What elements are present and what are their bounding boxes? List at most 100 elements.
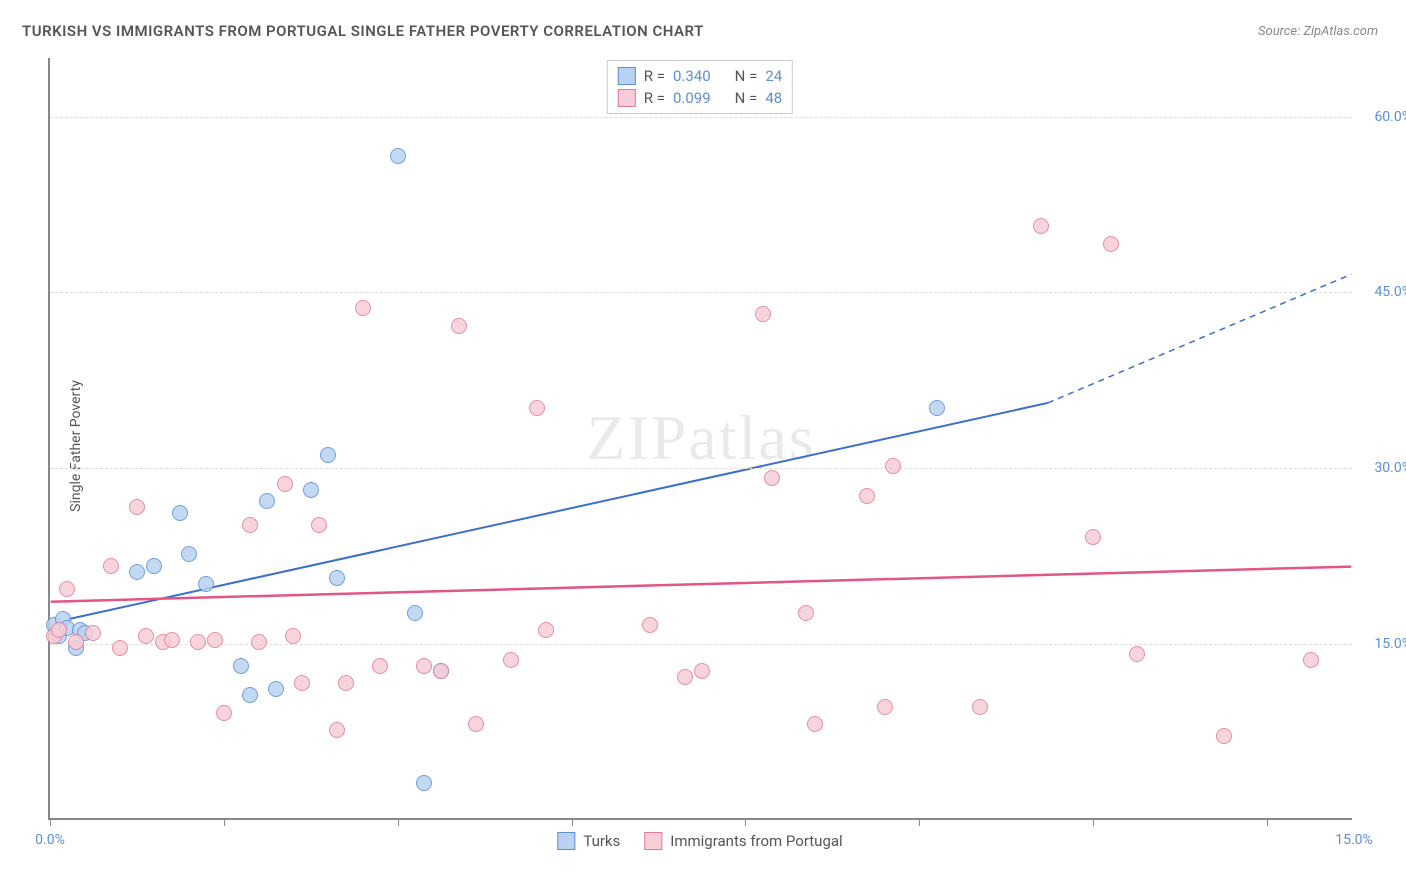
- scatter-point: [268, 681, 284, 697]
- scatter-point: [1216, 728, 1232, 744]
- source-attribution: Source: ZipAtlas.com: [1258, 24, 1378, 39]
- scatter-point: [694, 663, 710, 679]
- scatter-point: [251, 634, 267, 650]
- r-label: R =: [644, 89, 665, 107]
- scatter-point: [355, 300, 371, 316]
- legend-stats-row: R = 0.099 N = 48: [618, 87, 782, 109]
- scatter-point: [59, 581, 75, 597]
- x-tick: [1093, 818, 1094, 826]
- scatter-point: [303, 482, 319, 498]
- x-tick: [1267, 818, 1268, 826]
- scatter-point: [468, 716, 484, 732]
- scatter-point: [451, 318, 467, 334]
- scatter-point: [642, 617, 658, 633]
- scatter-point: [242, 517, 258, 533]
- trend-line: [68, 403, 1048, 619]
- scatter-point: [764, 470, 780, 486]
- y-tick-label: 30.0%: [1357, 460, 1406, 476]
- scatter-point: [285, 628, 301, 644]
- plot-container: ZIPatlas 15.0%30.0%45.0%60.0%0.0%15.0% R…: [48, 58, 1352, 820]
- scatter-point: [390, 148, 406, 164]
- scatter-point: [929, 400, 945, 416]
- legend-swatch: [644, 832, 662, 850]
- scatter-point: [294, 675, 310, 691]
- legend-swatch: [618, 67, 636, 85]
- trend-lines-layer: [50, 58, 1352, 818]
- r-label: R =: [644, 67, 665, 85]
- x-tick-label: 15.0%: [1335, 832, 1373, 848]
- legend-stats: R = 0.340N = 24R = 0.099N = 48: [607, 60, 793, 114]
- trend-line: [51, 567, 1352, 602]
- scatter-point: [259, 493, 275, 509]
- trend-line-extrapolated: [1048, 274, 1351, 403]
- r-value: 0.099: [673, 89, 711, 107]
- scatter-point: [216, 705, 232, 721]
- scatter-point: [807, 716, 823, 732]
- scatter-point: [329, 570, 345, 586]
- grid-line: [50, 468, 1352, 469]
- scatter-point: [972, 699, 988, 715]
- n-label: N =: [735, 89, 758, 107]
- y-tick-label: 45.0%: [1357, 284, 1406, 300]
- scatter-point: [407, 605, 423, 621]
- scatter-point: [112, 640, 128, 656]
- scatter-point: [233, 658, 249, 674]
- scatter-point: [320, 447, 336, 463]
- x-tick: [745, 818, 746, 826]
- scatter-point: [277, 476, 293, 492]
- scatter-point: [755, 306, 771, 322]
- scatter-point: [1303, 652, 1319, 668]
- scatter-point: [242, 687, 258, 703]
- legend-swatch: [618, 89, 636, 107]
- scatter-point: [433, 663, 449, 679]
- plot-area: ZIPatlas 15.0%30.0%45.0%60.0%0.0%15.0%: [48, 58, 1352, 820]
- scatter-point: [85, 625, 101, 641]
- scatter-point: [503, 652, 519, 668]
- grid-line: [50, 292, 1352, 293]
- scatter-point: [103, 558, 119, 574]
- source-link[interactable]: ZipAtlas.com: [1303, 24, 1378, 39]
- n-value: 24: [765, 67, 782, 85]
- scatter-point: [416, 658, 432, 674]
- watermark: ZIPatlas: [586, 401, 815, 475]
- scatter-point: [129, 564, 145, 580]
- scatter-point: [1103, 236, 1119, 252]
- grid-line: [50, 644, 1352, 645]
- legend-label: Immigrants from Portugal: [670, 832, 842, 850]
- scatter-point: [329, 722, 345, 738]
- scatter-point: [338, 675, 354, 691]
- scatter-point: [311, 517, 327, 533]
- legend-label: Turks: [583, 832, 620, 850]
- scatter-point: [529, 400, 545, 416]
- y-tick-label: 15.0%: [1357, 636, 1406, 652]
- legend-stats-row: R = 0.340N = 24: [618, 65, 782, 87]
- scatter-point: [181, 546, 197, 562]
- r-value: 0.340: [673, 67, 711, 85]
- scatter-point: [164, 632, 180, 648]
- source-prefix: Source:: [1258, 24, 1303, 39]
- scatter-point: [1033, 218, 1049, 234]
- legend-series: Turks Immigrants from Portugal: [557, 832, 842, 850]
- scatter-point: [68, 634, 84, 650]
- scatter-point: [138, 628, 154, 644]
- x-tick: [398, 818, 399, 826]
- scatter-point: [877, 699, 893, 715]
- scatter-point: [416, 775, 432, 791]
- scatter-point: [885, 458, 901, 474]
- legend-item: Turks: [557, 832, 620, 850]
- scatter-point: [538, 622, 554, 638]
- scatter-point: [190, 634, 206, 650]
- x-tick: [572, 818, 573, 826]
- scatter-point: [798, 605, 814, 621]
- scatter-point: [172, 505, 188, 521]
- chart-title: TURKISH VS IMMIGRANTS FROM PORTUGAL SING…: [22, 22, 704, 40]
- x-tick-label: 0.0%: [35, 832, 65, 848]
- scatter-point: [129, 499, 145, 515]
- scatter-point: [1085, 529, 1101, 545]
- n-value: 48: [765, 89, 782, 107]
- scatter-point: [1129, 646, 1145, 662]
- legend-swatch: [557, 832, 575, 850]
- x-tick: [919, 818, 920, 826]
- scatter-point: [198, 576, 214, 592]
- x-tick: [50, 818, 51, 826]
